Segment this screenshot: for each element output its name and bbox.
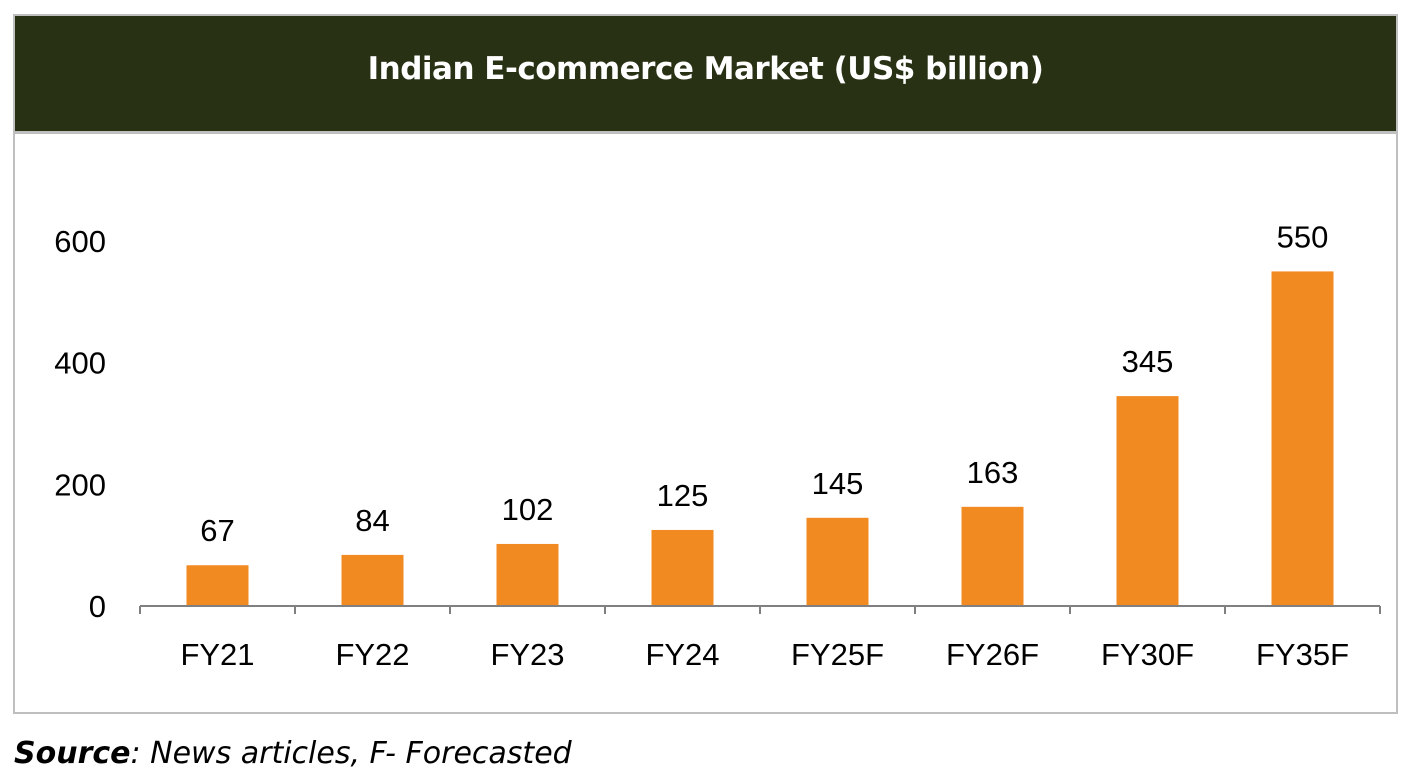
x-tick-label: FY30F bbox=[1101, 637, 1194, 672]
data-labels: 67 84 102 125 145 163 345 550 bbox=[200, 219, 1328, 548]
data-label: 550 bbox=[1277, 219, 1329, 254]
x-tick-label: FY24 bbox=[645, 637, 719, 672]
y-tick-label: 200 bbox=[54, 467, 106, 502]
bar bbox=[1271, 271, 1334, 606]
source-note: Source: News articles, F- Forecasted bbox=[14, 736, 572, 771]
y-tick-label: 600 bbox=[54, 224, 106, 259]
bar bbox=[1116, 396, 1179, 606]
chart-header: Indian E-commerce Market (US$ billion) bbox=[15, 16, 1396, 134]
chart-title: Indian E-commerce Market (US$ billion) bbox=[367, 50, 1044, 87]
data-label: 163 bbox=[967, 455, 1019, 490]
data-label: 102 bbox=[502, 492, 554, 527]
bar bbox=[186, 565, 249, 606]
x-tick-label: FY21 bbox=[180, 637, 254, 672]
x-tick-label: FY23 bbox=[490, 637, 564, 672]
x-tick-label: FY26F bbox=[946, 637, 1039, 672]
x-tick-label: FY35F bbox=[1256, 637, 1349, 672]
x-axis bbox=[139, 605, 1381, 614]
bar bbox=[341, 554, 404, 606]
bars bbox=[186, 271, 1334, 606]
bar bbox=[961, 506, 1024, 606]
bar bbox=[806, 517, 869, 606]
bar bbox=[651, 529, 714, 606]
data-label: 67 bbox=[200, 513, 234, 548]
source-text: : News articles, F- Forecasted bbox=[130, 736, 572, 771]
y-axis-ticks: 0 200 400 600 bbox=[54, 224, 106, 624]
data-label: 125 bbox=[657, 478, 709, 513]
data-label: 84 bbox=[355, 503, 389, 538]
x-tick-label: FY22 bbox=[335, 637, 409, 672]
data-label: 345 bbox=[1122, 344, 1174, 379]
y-tick-label: 400 bbox=[54, 346, 106, 381]
data-label: 145 bbox=[812, 466, 864, 501]
x-axis-labels: FY21 FY22 FY23 FY24 FY25F FY26F FY30F FY35F bbox=[180, 637, 1349, 672]
x-tick-label: FY25F bbox=[791, 637, 884, 672]
y-tick-label: 0 bbox=[89, 589, 106, 624]
source-label: Source bbox=[14, 736, 131, 771]
bar bbox=[496, 543, 559, 606]
